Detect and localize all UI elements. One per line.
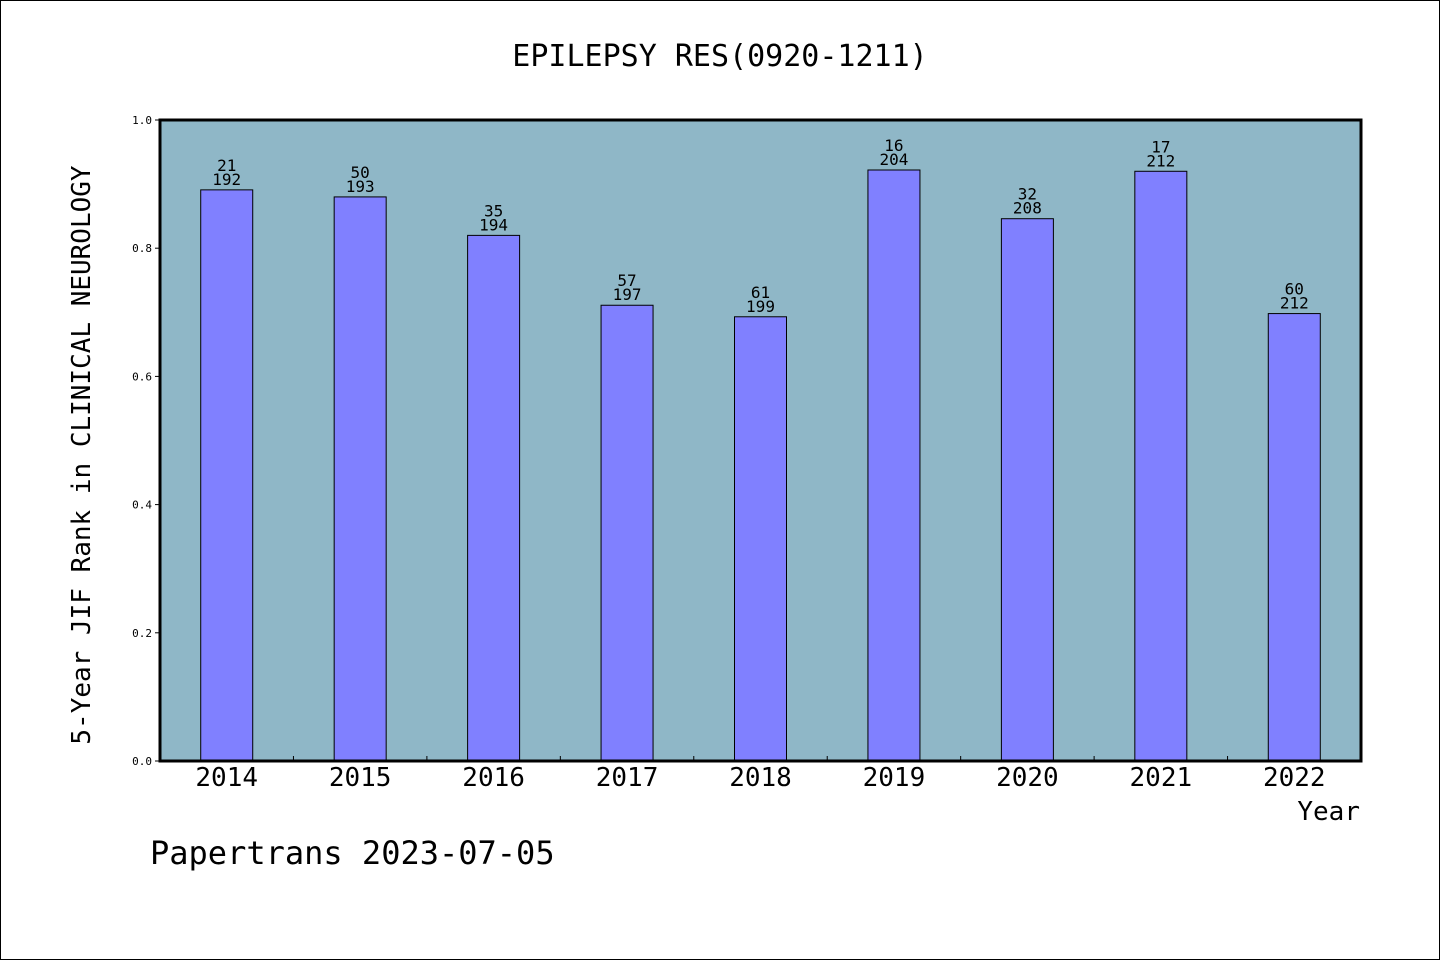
y-tick-label: 1.0 bbox=[132, 114, 152, 127]
x-tick-label: 2018 bbox=[729, 763, 792, 793]
bar-total-label: 192 bbox=[212, 170, 241, 189]
y-tick-label: 0.0 bbox=[132, 755, 152, 768]
x-axis: 2014 2015 2016 2017 2018 2019 2020 2021 2022 bbox=[195, 756, 1326, 793]
plot-border bbox=[158, 118, 1363, 763]
y-axis-label: 5-Year JIF Rank in CLINICAL NEUROLOGY bbox=[67, 165, 97, 745]
bar-rank-label: 17 bbox=[1151, 137, 1170, 156]
x-tick-label: 2021 bbox=[1130, 763, 1193, 793]
bar-2020 bbox=[1000, 218, 1054, 762]
bar-2014 bbox=[200, 189, 254, 762]
bar-2017 bbox=[600, 304, 654, 762]
chart-title: EPILEPSY RES(0920-1211) bbox=[512, 39, 927, 74]
bar-2018 bbox=[734, 316, 787, 762]
y-tick-label: 0.8 bbox=[132, 242, 152, 255]
bar-total-label: 199 bbox=[746, 297, 775, 316]
bar-2016 bbox=[467, 234, 521, 762]
x-tick-label: 2020 bbox=[996, 763, 1059, 793]
bars bbox=[200, 169, 1321, 762]
bar-total-label: 197 bbox=[613, 285, 642, 304]
y-axis: 0.0 0.2 0.4 0.6 0.8 1.0 bbox=[132, 114, 160, 768]
bar-2022 bbox=[1267, 313, 1321, 762]
bar-total-label: 194 bbox=[479, 215, 508, 234]
bar-rank-label: 61 bbox=[751, 283, 770, 302]
bar-2021 bbox=[1134, 170, 1188, 762]
bar-rank-label: 21 bbox=[217, 156, 236, 175]
bar-rank-label: 35 bbox=[484, 201, 503, 220]
y-tick-label: 0.4 bbox=[132, 499, 152, 512]
bar-total-label: 212 bbox=[1146, 151, 1175, 170]
bar-total-label: 212 bbox=[1280, 294, 1309, 313]
bar-rank-label: 60 bbox=[1285, 280, 1304, 299]
bar-total-label: 204 bbox=[879, 150, 908, 169]
x-axis-label: Year bbox=[1297, 797, 1360, 827]
bar-total-label: 208 bbox=[1013, 199, 1042, 218]
x-tick-label: 2014 bbox=[195, 763, 258, 793]
footer-text: Papertrans 2023-07-05 bbox=[150, 834, 555, 872]
y-tick-label: 0.6 bbox=[132, 370, 152, 383]
bar-2019 bbox=[867, 169, 921, 762]
bar-total-label: 193 bbox=[346, 177, 375, 196]
bar-rank-label: 32 bbox=[1018, 185, 1037, 204]
bar-rank-label: 50 bbox=[351, 163, 370, 182]
x-tick-label: 2022 bbox=[1263, 763, 1326, 793]
x-tick-label: 2019 bbox=[863, 763, 926, 793]
bar-2015 bbox=[333, 196, 387, 762]
x-tick-label: 2015 bbox=[329, 763, 392, 793]
bar-rank-label: 57 bbox=[617, 271, 636, 290]
bar-rank-label: 16 bbox=[884, 136, 903, 155]
x-tick-label: 2017 bbox=[596, 763, 659, 793]
x-tick-label: 2016 bbox=[462, 763, 525, 793]
y-tick-label: 0.2 bbox=[132, 627, 152, 640]
